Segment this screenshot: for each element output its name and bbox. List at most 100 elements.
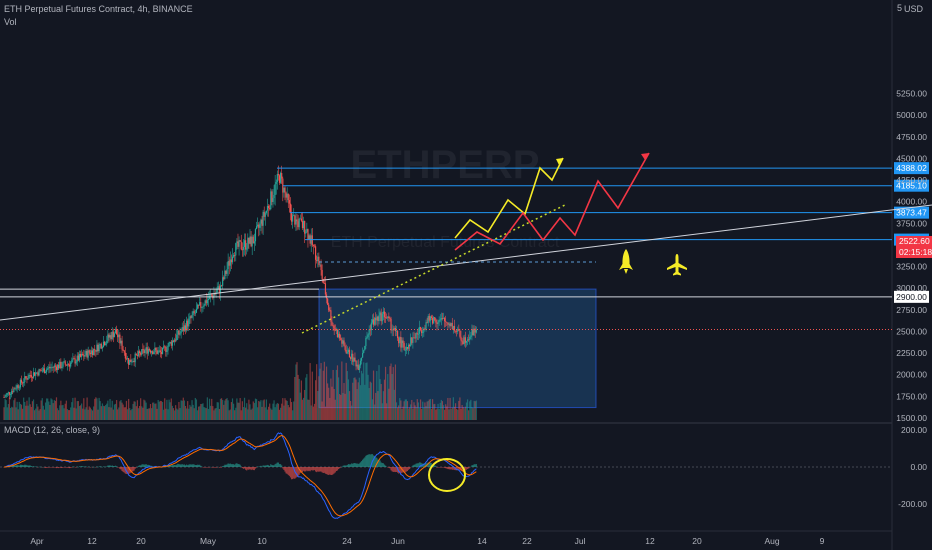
volume-bar [287,405,289,420]
time-tick-label: 12 [645,536,655,546]
macd-histogram-bar [223,465,225,467]
volume-bar [220,398,223,420]
dotted-trendline[interactable] [301,204,566,334]
macd-histogram-bar [372,455,375,467]
volume-bar [146,408,148,420]
macd-histogram-bar [34,466,36,468]
macd-histogram-bar [203,467,205,468]
candle-body [395,331,398,332]
candle-body [120,340,122,344]
candle-body [254,229,257,242]
volume-bar [393,389,395,420]
volume-bar [342,392,344,420]
volume-bar [343,382,345,420]
macd-histogram-bar [369,454,371,467]
volume-bar [105,405,107,420]
candle-body [347,349,349,353]
candle-body [355,360,357,367]
macd-label[interactable]: MACD (12, 26, close, 9) [4,425,101,435]
macd-histogram-bar [207,467,210,468]
volume-bar [9,407,12,420]
candle-body [329,310,331,312]
macd-histogram-bar [194,465,196,467]
candle-body [429,316,431,321]
macd-histogram-bar [55,467,58,469]
macd-histogram-bar [250,467,252,471]
volume-bar [254,398,257,420]
macd-histogram-bar [109,465,111,467]
candle-body [16,385,18,389]
candle-body [183,325,185,331]
candle-body [98,344,100,352]
macd-histogram-bar [14,465,16,467]
candle-body [253,241,255,244]
macd-histogram-bar [28,465,30,467]
candle-body [346,352,348,354]
candle-body [387,316,389,319]
volume-bar [243,397,246,420]
volume-bar [311,371,313,420]
time-axis[interactable]: Apr 12 20 May 10 24 Jun 14 22 Jul 12 20 Aug 9 [30,536,824,546]
candle-body [297,221,299,228]
macd-histogram-bar [257,466,259,467]
candle-body [378,315,380,322]
volume-bar [390,363,392,420]
candle-body [222,277,224,286]
candle-body [322,278,324,284]
candle-body [243,240,246,247]
candle-body [149,350,152,353]
candle-body [204,300,206,306]
candle-body [426,322,428,324]
currency-label[interactable]: USD [904,4,924,14]
candle-body [469,336,471,341]
volume-bar [28,397,30,420]
macd-histogram-bar [342,465,344,467]
macd-histogram-bar [377,459,379,467]
candle-body [41,370,43,372]
candle-body [166,350,168,352]
volume-bar [435,409,437,420]
candle-body [74,358,76,364]
volume-bar [175,405,177,420]
macd-histogram-bar [270,464,272,467]
candle-body [19,379,21,388]
volume-bar [228,410,230,420]
volume-bar [457,409,459,420]
candle-body [198,304,200,306]
macd-histogram-bar [330,467,332,475]
highlight-circle[interactable] [428,458,466,492]
volume-bar [88,406,90,420]
volume-bar [215,408,217,420]
candle-body [71,360,73,363]
macd-histogram-bar [414,464,416,467]
volume-bar [437,403,439,420]
volume-bar [283,405,285,420]
macd-histogram-bar [269,465,271,467]
macd-histogram-bar [415,463,417,467]
projection-path-yellow[interactable] [454,157,564,239]
macd-histogram-bar [190,464,192,467]
macd-histogram-bar [105,466,107,468]
macd-histogram-bar [237,464,239,467]
macd-histogram-bar [82,466,84,467]
volume-bar [23,397,25,420]
candle-body [51,366,53,368]
candle-body [240,241,242,250]
macd-histogram-bar [71,467,73,468]
volume-bar [229,409,231,420]
volume-bar [189,404,191,420]
volume-label[interactable]: Vol [4,17,17,27]
candle-body [203,305,205,307]
candle-body [238,240,240,247]
macd-histogram-bar [215,467,217,468]
symbol-title[interactable]: ETH Perpetual Futures Contract, 4h, BINA… [4,4,193,14]
macd-tick-label: 200.00 [901,425,927,435]
candle-body [23,382,25,384]
volume-bar [298,378,300,420]
volume-bar [276,403,278,420]
projection-path-red[interactable] [454,152,650,251]
candle-body [126,358,129,359]
candle-body [40,370,42,372]
volume-bar [446,406,448,420]
